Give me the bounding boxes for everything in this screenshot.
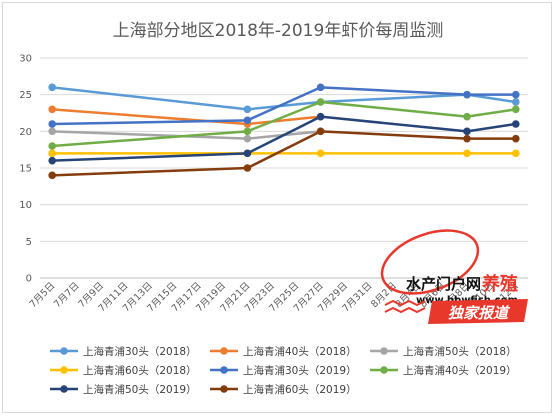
legend-label: 上海青浦60头（2019） xyxy=(243,383,357,396)
data-point xyxy=(48,120,56,128)
legend-swatch-marker xyxy=(220,366,228,374)
data-point xyxy=(316,149,325,158)
legend-label: 上海青浦50头（2019） xyxy=(83,383,197,396)
y-tick-label: 0 xyxy=(26,274,32,285)
data-point xyxy=(316,112,325,121)
x-tick-label: 7月5日 xyxy=(28,280,58,310)
data-point xyxy=(512,134,520,143)
data-point xyxy=(243,105,252,114)
data-point xyxy=(512,90,520,99)
data-point xyxy=(463,112,471,121)
data-point xyxy=(48,105,56,114)
data-point xyxy=(243,134,252,143)
series-line xyxy=(52,100,516,148)
y-axis: 0 5 10 15 20 25 30 xyxy=(19,54,32,285)
data-point xyxy=(48,127,56,136)
legend-swatch-marker xyxy=(60,385,68,393)
data-point xyxy=(243,116,252,125)
legend-swatch-marker xyxy=(220,347,228,355)
watermark-logo: 水产门户网 养殖 www.bbwfish.com 独家报道 xyxy=(380,229,528,324)
data-point xyxy=(512,105,520,114)
y-tick-label: 30 xyxy=(19,54,32,65)
data-point xyxy=(316,98,325,106)
data-point xyxy=(316,83,325,92)
legend-label: 上海青浦60头（2018） xyxy=(83,364,197,377)
legend-label: 上海青浦40头（2019） xyxy=(403,364,517,377)
data-point xyxy=(463,90,471,99)
watermark-brand-red: 养殖 xyxy=(481,273,518,295)
data-point xyxy=(463,134,471,143)
data-point xyxy=(512,98,520,106)
data-point xyxy=(48,83,56,92)
legend-swatch-marker xyxy=(380,366,388,374)
y-tick-label: 20 xyxy=(19,127,32,138)
legend-label: 上海青浦50头（2018） xyxy=(403,345,517,358)
legend: 上海青浦30头（2018） 上海青浦40头（2018） 上海青浦50头（2018） 上… xyxy=(50,345,517,396)
y-tick-label: 15 xyxy=(19,164,32,175)
x-tick-label: 8月2日 xyxy=(369,280,399,310)
legend-label: 上海青浦30头（2018） xyxy=(83,345,197,358)
data-point xyxy=(463,149,471,158)
y-tick-label: 25 xyxy=(19,90,32,101)
legend-label: 上海青浦40头（2018） xyxy=(243,345,357,358)
series-line xyxy=(52,86,516,111)
legend-swatch-marker xyxy=(60,347,68,355)
chart-frame xyxy=(2,2,552,413)
legend-swatch-marker xyxy=(380,347,388,355)
y-tick-label: 5 xyxy=(26,237,32,248)
watermark-brand: 水产门户网 xyxy=(406,275,481,293)
data-point xyxy=(243,149,252,158)
watermark-swoosh xyxy=(380,229,480,295)
legend-swatch-marker xyxy=(60,366,68,374)
legend-label: 上海青浦30头（2019） xyxy=(243,364,357,377)
data-point xyxy=(512,120,520,128)
gridlines xyxy=(40,57,528,279)
data-point xyxy=(463,127,471,136)
data-point xyxy=(243,164,252,172)
data-point xyxy=(243,127,252,136)
data-point xyxy=(48,149,56,158)
series-lines xyxy=(48,83,520,180)
watermark-banner-text: 独家报道 xyxy=(448,304,511,322)
data-point xyxy=(48,171,56,180)
data-point xyxy=(48,142,56,150)
data-point xyxy=(48,156,56,165)
data-point xyxy=(512,149,520,158)
chart-title: 上海部分地区2018年-2019年虾价每周监测 xyxy=(113,21,444,41)
data-point xyxy=(316,127,325,136)
watermark-banner xyxy=(428,299,528,324)
y-tick-label: 10 xyxy=(19,200,32,211)
x-tick-label: 7月7日 xyxy=(52,280,82,310)
legend-swatch-marker xyxy=(220,385,228,393)
watermark-wave xyxy=(384,299,426,314)
